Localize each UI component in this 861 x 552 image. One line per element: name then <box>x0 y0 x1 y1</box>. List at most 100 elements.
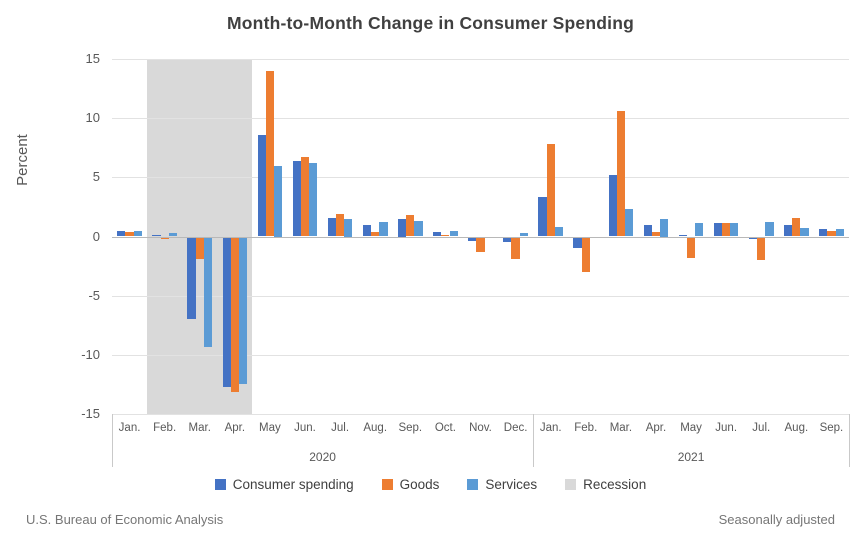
bar-services <box>660 218 669 237</box>
bar-services <box>379 222 388 237</box>
bar-consumer-spending <box>819 229 828 237</box>
legend-label: Consumer spending <box>232 477 354 492</box>
bar-goods <box>406 215 415 237</box>
category-axis-separator <box>112 414 113 467</box>
gridline <box>112 118 849 120</box>
bar-consumer-spending <box>222 236 231 387</box>
bar-consumer-spending <box>468 236 477 242</box>
legend-label: Services <box>485 477 538 492</box>
bar-consumer-spending <box>678 235 687 237</box>
x-tick-month-label: Sep. <box>819 422 844 434</box>
x-tick-month-label: Jul. <box>752 422 771 434</box>
bar-consumer-spending <box>362 224 372 237</box>
bar-services <box>133 230 142 237</box>
bar-consumer-spending <box>608 174 617 237</box>
bar-services <box>730 223 739 237</box>
gridline <box>112 354 849 356</box>
x-tick-month-label: Mar. <box>609 422 633 434</box>
bar-services <box>800 228 809 237</box>
bar-goods <box>160 236 169 239</box>
bar-goods <box>300 157 310 237</box>
y-tick-label: 5 <box>92 169 100 185</box>
legend-item-recession: Recession <box>565 477 646 492</box>
consumer-spending-swatch-icon <box>214 479 226 490</box>
bar-goods <box>195 236 204 259</box>
x-tick-month-label: Feb. <box>574 422 598 434</box>
bar-goods <box>265 70 275 237</box>
bar-consumer-spending <box>748 236 758 239</box>
bar-goods <box>230 236 239 392</box>
bar-consumer-spending <box>257 134 266 237</box>
bar-services <box>449 230 458 237</box>
bar-services <box>309 163 318 237</box>
gridline <box>112 295 849 297</box>
bar-goods <box>827 230 836 237</box>
bar-consumer-spending <box>643 224 652 237</box>
bar-services <box>765 222 774 237</box>
bar-consumer-spending <box>327 217 336 237</box>
bar-services <box>274 165 283 237</box>
bar-goods <box>511 236 520 259</box>
bar-services <box>624 209 634 237</box>
x-tick-month-label: Jan. <box>539 422 562 434</box>
bar-goods <box>336 214 345 237</box>
x-axis-year-label: 2021 <box>677 450 705 464</box>
legend-label: Goods <box>399 477 440 492</box>
x-tick-month-label: Aug. <box>363 422 388 434</box>
y-tick-label: 10 <box>85 110 100 126</box>
bar-goods <box>686 236 696 258</box>
x-tick-month-label: May <box>259 422 281 434</box>
bar-goods <box>616 111 625 237</box>
bar-goods <box>441 235 450 237</box>
plot-area <box>112 59 849 415</box>
x-tick-month-label: Jun. <box>715 422 738 434</box>
bar-services <box>414 221 423 237</box>
x-tick-month-label: Sep. <box>398 422 423 434</box>
bar-goods <box>546 144 555 237</box>
category-axis-separator <box>533 414 535 467</box>
x-tick-month-label: Nov. <box>469 422 492 434</box>
bar-consumer-spending <box>573 236 582 249</box>
bar-services <box>168 232 177 237</box>
x-tick-month-label: Aug. <box>784 422 809 434</box>
bar-consumer-spending <box>538 197 547 237</box>
bar-goods <box>371 231 380 237</box>
source-attribution: U.S. Bureau of Economic Analysis <box>26 512 224 527</box>
x-axis-year-label: 2020 <box>309 450 336 464</box>
bar-consumer-spending <box>503 236 512 243</box>
legend: Consumer spending Goods Services Recessi… <box>0 477 861 492</box>
x-tick-month-label: May <box>680 422 702 434</box>
bar-goods <box>125 231 134 237</box>
x-tick-month-label: Apr. <box>645 422 667 434</box>
bar-goods <box>792 217 801 237</box>
x-tick-month-label: Mar. <box>188 422 211 434</box>
bar-consumer-spending <box>117 230 126 237</box>
x-tick-month-label: Dec. <box>503 422 528 434</box>
legend-label: Recession <box>583 477 647 492</box>
y-tick-label: -5 <box>88 287 100 303</box>
bar-consumer-spending <box>433 231 442 237</box>
bar-services <box>554 227 563 237</box>
legend-item-goods: Goods <box>381 477 440 492</box>
bar-consumer-spending <box>713 223 723 237</box>
bar-goods <box>476 236 485 252</box>
bar-goods <box>757 236 766 261</box>
goods-swatch-icon <box>381 479 393 490</box>
bar-goods <box>722 223 731 237</box>
x-tick-month-label: Jan. <box>118 422 141 434</box>
legend-item-consumer-spending: Consumer spending <box>214 477 354 492</box>
bar-services <box>519 232 528 237</box>
x-tick-month-label: Jul. <box>331 422 350 434</box>
bar-services <box>835 229 844 237</box>
y-tick-label: -15 <box>81 406 100 421</box>
gridline <box>112 59 849 60</box>
bar-goods <box>581 236 590 272</box>
y-tick-label: -10 <box>81 346 100 362</box>
bar-goods <box>651 231 661 237</box>
services-swatch-icon <box>467 479 479 490</box>
bar-consumer-spending <box>784 224 793 237</box>
x-tick-month-label: Jun. <box>294 422 316 434</box>
x-tick-month-label: Oct. <box>434 422 456 434</box>
bar-services <box>203 236 213 347</box>
